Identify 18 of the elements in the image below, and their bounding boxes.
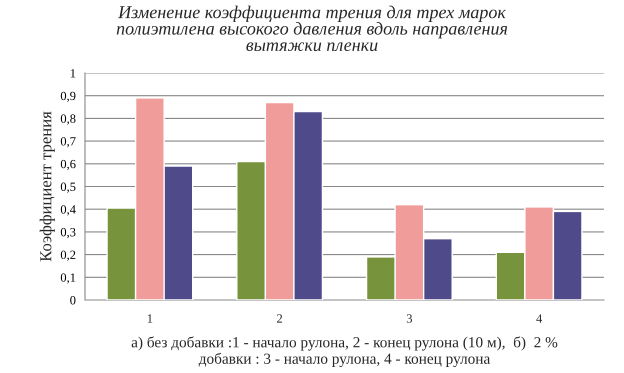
y-tick-label: 1 <box>70 69 76 78</box>
x-tick-label: 1 <box>148 314 152 323</box>
y-tick-label: 0 <box>70 296 76 304</box>
y-tick-label: 0,8 <box>60 114 76 125</box>
x-tick-label: 3 <box>406 314 412 323</box>
y-tick-label: 0,7 <box>60 137 76 148</box>
y-tick-label: 0,3 <box>60 228 76 238</box>
y-axis-title: Коэффициент трения <box>40 111 55 262</box>
y-tick-label: 0,1 <box>60 273 76 284</box>
y-tick-label: 0,6 <box>60 160 76 170</box>
x-tick-label: 4 <box>536 314 542 323</box>
y-tick-label: 0,4 <box>60 205 76 216</box>
x-axis-title: а) без добавки :1 - начало рулона, 2 - конец рулона (10 м), б) 2 % добавки : 3 - начало рулона, 4 - конец рулона <box>132 336 558 367</box>
y-tick-label: 0,5 <box>60 182 76 193</box>
y-tick-label: 0,2 <box>60 250 76 261</box>
y-tick-label: 0,9 <box>60 92 76 102</box>
x-tick-label: 2 <box>277 314 282 323</box>
chart-title: Изменение коэффициента трения для трех марок полиэтилена высокого давления вдоль направления вытяжки пленки <box>116 6 508 52</box>
